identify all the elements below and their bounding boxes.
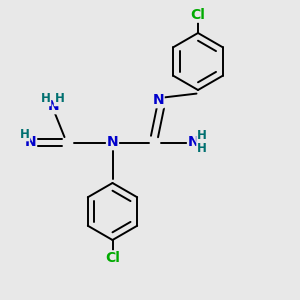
Text: N: N: [152, 94, 164, 107]
Text: H: H: [20, 128, 29, 141]
Text: N: N: [107, 136, 118, 149]
Text: N: N: [48, 100, 60, 113]
Text: N: N: [188, 135, 199, 149]
Text: Cl: Cl: [190, 8, 206, 22]
Text: H: H: [197, 142, 207, 155]
Text: N: N: [25, 136, 36, 149]
Text: H: H: [41, 92, 50, 106]
Text: H: H: [197, 129, 207, 142]
Text: H: H: [55, 92, 64, 106]
Text: Cl: Cl: [105, 251, 120, 265]
